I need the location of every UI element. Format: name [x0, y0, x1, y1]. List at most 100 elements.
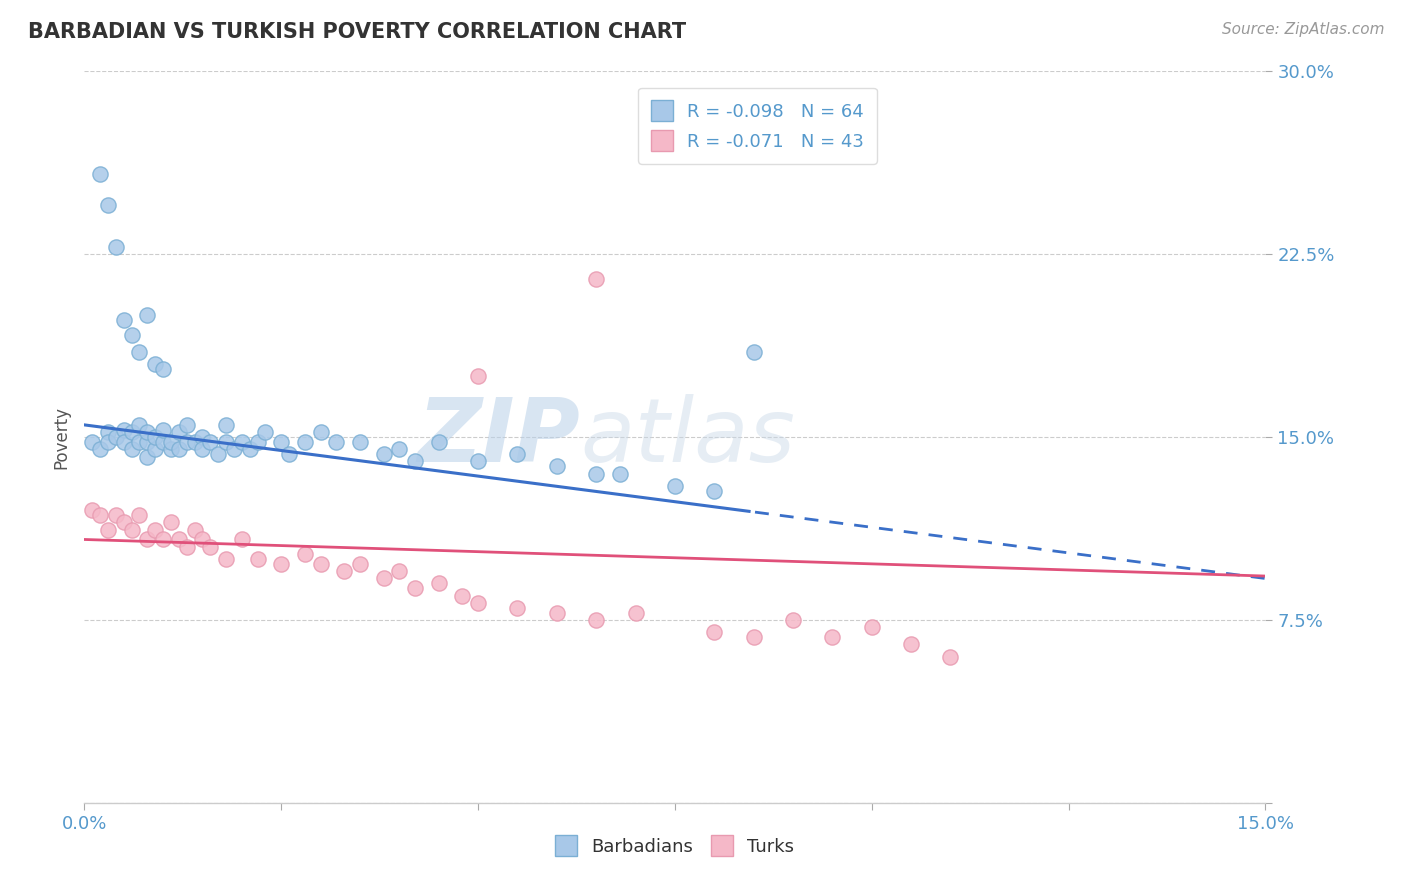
Point [333, 564, 356, 578]
Point [821, 630, 844, 644]
Point [222, 442, 245, 457]
Point [112, 434, 135, 449]
Point [152, 423, 174, 437]
Point [624, 606, 647, 620]
Point [160, 516, 183, 530]
Point [427, 576, 450, 591]
Text: ZIP: ZIP [418, 393, 581, 481]
Point [143, 357, 166, 371]
Point [97, 434, 120, 449]
Point [121, 523, 143, 537]
Point [152, 434, 174, 449]
Point [128, 434, 150, 449]
Point [664, 479, 686, 493]
Point [136, 450, 159, 464]
Point [82, 434, 104, 449]
Point [143, 430, 166, 444]
Point [900, 637, 922, 651]
Point [136, 434, 159, 449]
Point [585, 467, 607, 481]
Point [89, 167, 111, 181]
Point [104, 240, 127, 254]
Point [160, 442, 183, 457]
Point [128, 344, 150, 359]
Point [160, 434, 183, 449]
Point [82, 503, 104, 517]
Point [97, 523, 120, 537]
Point [860, 620, 883, 634]
Point [404, 454, 426, 468]
Point [467, 454, 489, 468]
Point [136, 308, 159, 322]
Point [782, 613, 804, 627]
Point [451, 589, 474, 603]
Point [703, 625, 725, 640]
Point [97, 425, 120, 440]
Point [176, 434, 198, 449]
Point [128, 508, 150, 522]
Point [939, 649, 962, 664]
Point [143, 442, 166, 457]
Point [585, 271, 607, 285]
Point [742, 344, 765, 359]
Point [89, 442, 111, 457]
Point [215, 552, 238, 566]
Point [104, 430, 127, 444]
Point [176, 540, 198, 554]
Point [183, 523, 205, 537]
Point [254, 425, 277, 440]
Point [215, 434, 238, 449]
Point [136, 425, 159, 440]
Point [97, 198, 120, 212]
Point [270, 557, 292, 571]
Point [703, 483, 725, 498]
Point [427, 434, 450, 449]
Text: atlas: atlas [581, 394, 796, 480]
Point [239, 442, 262, 457]
Point [104, 508, 127, 522]
Point [404, 581, 426, 595]
Point [89, 508, 111, 522]
Point [349, 434, 371, 449]
Point [231, 533, 253, 547]
Point [231, 434, 253, 449]
Point [128, 417, 150, 432]
Point [121, 442, 143, 457]
Point [112, 423, 135, 437]
Point [246, 552, 269, 566]
Y-axis label: Poverty: Poverty [52, 406, 70, 468]
Legend: Barbadians, Turks: Barbadians, Turks [548, 828, 801, 863]
Point [167, 533, 190, 547]
Point [191, 442, 214, 457]
Point [191, 430, 214, 444]
Point [742, 630, 765, 644]
Point [176, 417, 198, 432]
Point [325, 434, 347, 449]
Point [143, 523, 166, 537]
Point [183, 434, 205, 449]
Point [294, 547, 316, 561]
Point [200, 434, 222, 449]
Point [270, 434, 292, 449]
Point [373, 447, 395, 461]
Point [388, 564, 411, 578]
Point [278, 447, 301, 461]
Point [246, 434, 269, 449]
Point [609, 467, 631, 481]
Point [388, 442, 411, 457]
Point [152, 533, 174, 547]
Text: Source: ZipAtlas.com: Source: ZipAtlas.com [1222, 22, 1385, 37]
Point [506, 447, 529, 461]
Point [585, 613, 607, 627]
Point [546, 459, 568, 474]
Text: BARBADIAN VS TURKISH POVERTY CORRELATION CHART: BARBADIAN VS TURKISH POVERTY CORRELATION… [28, 22, 686, 42]
Point [467, 596, 489, 610]
Point [309, 557, 332, 571]
Point [294, 434, 316, 449]
Point [309, 425, 332, 440]
Point [215, 417, 238, 432]
Point [207, 447, 229, 461]
Point [200, 540, 222, 554]
Point [349, 557, 371, 571]
Point [112, 313, 135, 327]
